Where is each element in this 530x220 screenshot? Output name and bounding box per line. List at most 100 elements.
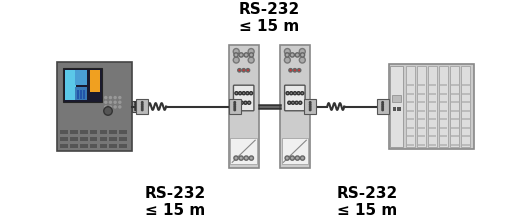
Circle shape bbox=[250, 92, 253, 95]
Bar bbox=[136, 99, 148, 114]
Circle shape bbox=[285, 57, 290, 63]
Bar bbox=[461, 66, 471, 147]
Circle shape bbox=[299, 101, 302, 104]
Bar bbox=[281, 138, 308, 164]
Circle shape bbox=[295, 156, 299, 160]
Circle shape bbox=[135, 102, 136, 103]
Bar bbox=[229, 45, 259, 168]
Circle shape bbox=[301, 53, 305, 57]
Bar bbox=[429, 110, 436, 112]
Circle shape bbox=[105, 106, 107, 108]
Bar bbox=[462, 84, 470, 86]
Circle shape bbox=[297, 69, 301, 72]
FancyBboxPatch shape bbox=[233, 85, 254, 111]
Bar bbox=[418, 136, 425, 137]
Circle shape bbox=[109, 97, 111, 99]
Circle shape bbox=[297, 92, 300, 95]
Circle shape bbox=[233, 57, 239, 63]
Circle shape bbox=[234, 109, 235, 111]
Bar bbox=[429, 93, 436, 95]
Circle shape bbox=[242, 69, 245, 72]
Bar bbox=[119, 144, 127, 148]
Bar bbox=[418, 84, 425, 86]
Bar bbox=[429, 144, 436, 146]
Bar bbox=[70, 130, 78, 134]
Bar bbox=[407, 127, 414, 129]
Circle shape bbox=[105, 97, 107, 99]
Circle shape bbox=[382, 102, 383, 103]
Text: RS-232
≤ 15 m: RS-232 ≤ 15 m bbox=[145, 186, 206, 218]
Bar bbox=[440, 136, 447, 137]
Bar bbox=[63, 68, 102, 102]
Circle shape bbox=[290, 53, 294, 57]
Circle shape bbox=[135, 107, 136, 109]
Circle shape bbox=[385, 104, 386, 105]
Circle shape bbox=[382, 109, 383, 111]
Bar bbox=[418, 101, 425, 103]
Circle shape bbox=[244, 101, 247, 104]
Bar bbox=[417, 66, 426, 147]
Bar bbox=[388, 64, 474, 149]
Circle shape bbox=[135, 109, 136, 110]
Circle shape bbox=[240, 101, 243, 104]
Bar bbox=[65, 70, 76, 100]
Bar bbox=[75, 87, 87, 100]
Circle shape bbox=[310, 107, 311, 109]
Bar bbox=[380, 101, 388, 112]
Bar bbox=[392, 95, 401, 102]
Bar bbox=[407, 118, 414, 120]
Circle shape bbox=[234, 156, 238, 160]
Circle shape bbox=[234, 53, 238, 57]
Bar bbox=[80, 137, 87, 141]
Circle shape bbox=[235, 92, 238, 95]
Circle shape bbox=[293, 69, 297, 72]
Bar bbox=[229, 99, 241, 114]
Circle shape bbox=[114, 97, 116, 99]
Circle shape bbox=[234, 105, 235, 107]
Circle shape bbox=[382, 107, 383, 109]
Circle shape bbox=[290, 92, 293, 95]
Circle shape bbox=[238, 92, 242, 95]
Circle shape bbox=[234, 102, 235, 103]
Bar bbox=[90, 130, 98, 134]
Bar bbox=[450, 66, 460, 147]
Bar bbox=[75, 70, 87, 85]
Bar bbox=[100, 130, 107, 134]
Circle shape bbox=[310, 105, 311, 107]
Circle shape bbox=[109, 101, 111, 103]
Circle shape bbox=[234, 104, 235, 105]
Bar bbox=[440, 110, 447, 112]
Circle shape bbox=[119, 106, 121, 108]
Bar bbox=[90, 137, 98, 141]
Bar bbox=[418, 93, 425, 95]
Bar bbox=[440, 118, 447, 120]
Bar bbox=[429, 101, 436, 103]
Bar bbox=[462, 101, 470, 103]
Bar bbox=[440, 144, 447, 146]
Bar bbox=[451, 110, 458, 112]
Bar bbox=[132, 101, 140, 112]
Circle shape bbox=[385, 106, 386, 107]
Bar bbox=[429, 127, 436, 129]
Bar bbox=[57, 62, 132, 151]
Circle shape bbox=[294, 92, 296, 95]
FancyBboxPatch shape bbox=[285, 85, 305, 111]
Circle shape bbox=[135, 106, 136, 107]
Circle shape bbox=[142, 104, 143, 105]
Circle shape bbox=[142, 107, 143, 109]
Bar bbox=[60, 137, 68, 141]
Bar bbox=[462, 127, 470, 129]
Bar bbox=[60, 144, 68, 148]
Circle shape bbox=[299, 57, 305, 63]
Bar bbox=[407, 101, 414, 103]
Bar bbox=[109, 130, 117, 134]
Bar bbox=[462, 93, 470, 95]
Text: RS-232
≤ 15 m: RS-232 ≤ 15 m bbox=[337, 186, 398, 218]
Circle shape bbox=[385, 107, 386, 109]
Bar bbox=[462, 118, 470, 120]
Circle shape bbox=[292, 101, 295, 104]
Circle shape bbox=[385, 109, 386, 110]
Bar bbox=[418, 127, 425, 129]
Circle shape bbox=[285, 53, 289, 57]
Circle shape bbox=[248, 57, 254, 63]
